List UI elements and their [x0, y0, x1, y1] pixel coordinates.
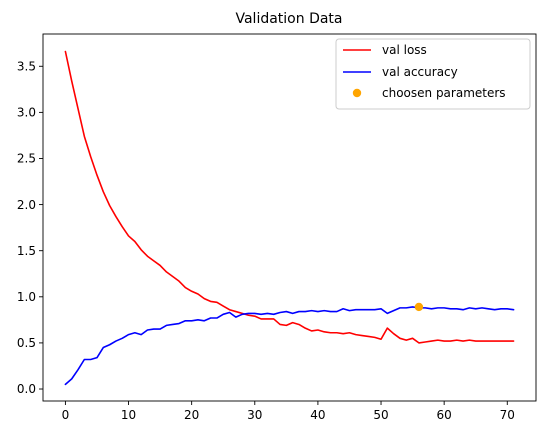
y-tick-label: 0.5 — [17, 336, 36, 350]
series-line-val-loss — [64, 50, 515, 344]
legend-label-val-accuracy: val accuracy — [382, 65, 458, 79]
plot-area — [64, 50, 515, 386]
x-tick-label: 50 — [373, 408, 388, 422]
x-tick-label: 0 — [62, 408, 70, 422]
scatter-point-choosen-parameters — [414, 302, 424, 312]
x-tick-label: 60 — [437, 408, 452, 422]
y-tick-label: 2.0 — [17, 198, 36, 212]
x-tick-label: 20 — [184, 408, 199, 422]
y-axis: 0.0 0.5 1.0 1.5 2.0 2.5 3.0 3.5 — [17, 59, 43, 396]
legend-label-val-loss: val loss — [382, 43, 427, 57]
y-tick-label: 0.0 — [17, 382, 36, 396]
chart-title: Validation Data — [235, 11, 342, 27]
legend-label-choosen-parameters: choosen parameters — [382, 86, 506, 100]
legend: val loss val accuracy choosen parameters — [335, 38, 531, 110]
series-line-val-accuracy — [64, 306, 515, 386]
y-tick-label: 3.5 — [17, 59, 36, 73]
x-tick-label: 30 — [247, 408, 262, 422]
legend-swatch-choosen-parameters — [352, 88, 362, 98]
legend-frame — [335, 38, 531, 110]
y-tick-label: 1.0 — [17, 290, 36, 304]
axes-frame — [42, 33, 537, 402]
x-tick-label: 10 — [121, 408, 136, 422]
x-tick-label: 70 — [500, 408, 515, 422]
y-tick-label: 1.5 — [17, 244, 36, 258]
y-tick-label: 2.5 — [17, 152, 36, 166]
x-tick-label: 40 — [310, 408, 325, 422]
x-axis: 0 10 20 30 40 50 60 70 — [62, 401, 515, 422]
y-tick-label: 3.0 — [17, 106, 36, 120]
